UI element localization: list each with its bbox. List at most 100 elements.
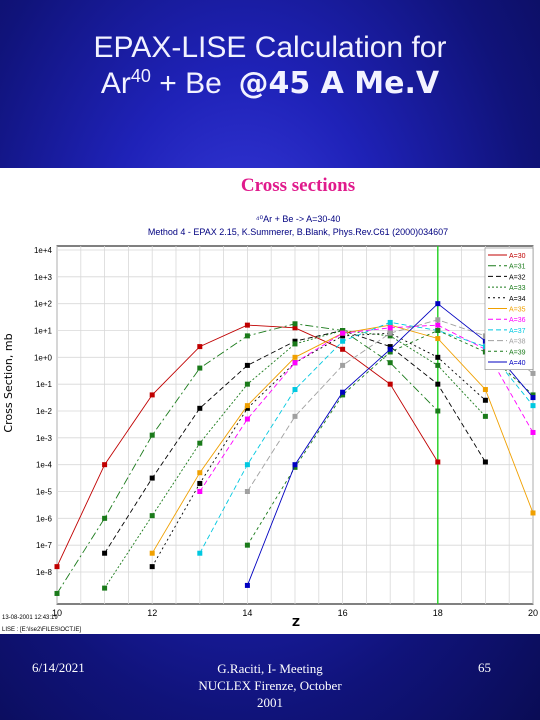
data-point: [482, 397, 488, 403]
data-point: [387, 360, 393, 366]
data-point: [292, 338, 298, 344]
data-point: [244, 405, 250, 411]
y-tick-label: 1e-7: [36, 541, 53, 550]
data-point: [292, 321, 298, 327]
data-point: [292, 341, 298, 347]
data-point: [292, 413, 298, 419]
title-line-2: Ar40 + Be @45 A Me.V: [0, 66, 540, 102]
data-point: [292, 462, 298, 468]
data-point: [244, 381, 250, 387]
data-point: [530, 392, 536, 398]
data-point: [149, 564, 155, 570]
data-point: [197, 440, 203, 446]
title-line-1: EPAX-LISE Calculation for: [93, 31, 447, 64]
data-point: [340, 389, 346, 395]
data-point: [482, 459, 488, 465]
data-point: [387, 346, 393, 352]
data-point: [244, 542, 250, 548]
data-point: [530, 403, 536, 409]
data-point: [244, 462, 250, 468]
legend-label: A=31: [509, 264, 526, 271]
x-tick-label: 18: [433, 608, 443, 618]
data-point: [292, 354, 298, 360]
data-point: [149, 513, 155, 519]
data-point: [197, 405, 203, 411]
data-point: [530, 395, 536, 401]
y-axis-label: Cross Section, mb: [2, 333, 15, 432]
data-point: [435, 328, 441, 333]
data-point: [435, 408, 441, 414]
y-tick-label: 1e-3: [36, 434, 53, 443]
footer-center-line-3: 2001: [257, 695, 283, 710]
data-point: [244, 322, 250, 328]
data-point: [292, 464, 298, 470]
x-tick-label: 10: [52, 608, 62, 618]
data-point: [387, 344, 393, 350]
y-tick-label: 1e-2: [36, 407, 53, 416]
title-rest: + Be: [150, 67, 239, 100]
data-point: [149, 550, 155, 556]
series-a-33: [102, 328, 488, 591]
x-tick-label: 16: [338, 608, 348, 618]
data-point: [435, 336, 441, 342]
legend-label: A=40: [509, 360, 526, 367]
data-point: [435, 317, 441, 323]
footer-center: G.Raciti, I- Meeting NUCLEX Firenze, Oct…: [180, 660, 360, 711]
data-point: [244, 489, 250, 494]
data-point: [197, 470, 203, 476]
y-tick-label: 1e+4: [34, 246, 53, 255]
x-tick-label: 14: [242, 608, 252, 618]
data-point: [340, 338, 346, 344]
data-point: [244, 333, 250, 339]
footer-center-line-1: G.Raciti, I- Meeting: [217, 661, 323, 676]
cross-section-chart: Cross sections ⁴⁰Ar + Be -> A=30-40 Meth…: [2, 175, 538, 633]
y-tick-label: 1e-6: [36, 514, 53, 523]
x-tick-label: 12: [147, 608, 157, 618]
data-point: [149, 392, 155, 398]
data-point: [435, 354, 441, 360]
legend: A=30 A=31 A=32 A=33 A=34 A=35 A=36 A=37 A=38 A=39…: [484, 247, 534, 370]
series-line: [199, 324, 534, 492]
data-point: [292, 360, 298, 366]
y-tick-label: 1e-4: [36, 461, 53, 470]
y-tick-label: 1e+3: [34, 273, 53, 282]
data-point: [197, 344, 203, 350]
data-point: [102, 515, 108, 521]
series-group: [54, 301, 536, 596]
data-point: [435, 322, 441, 328]
legend-label: A=37: [509, 328, 526, 335]
data-point: [244, 582, 250, 588]
data-point: [102, 462, 108, 468]
data-point: [387, 319, 393, 325]
y-tick-label: 1e+2: [34, 300, 53, 309]
data-point: [340, 328, 346, 333]
chart-subtitle-1: ⁴⁰Ar + Be -> A=30-40: [256, 214, 341, 224]
data-point: [530, 510, 536, 516]
y-tick-label: 1e+0: [34, 353, 53, 362]
data-point: [530, 370, 536, 376]
data-point: [340, 346, 346, 352]
file-path-label: LISE : [E:\Ise2\FILES\OCT.lE]: [2, 627, 81, 633]
data-point: [197, 550, 203, 556]
legend-label: A=36: [509, 317, 526, 324]
y-tick-label: 1e-5: [36, 488, 53, 497]
x-axis-label: Z: [292, 616, 300, 629]
series-a-30: [54, 322, 441, 570]
slide-title: EPAX-LISE Calculation for Ar40 + Be @45 …: [0, 30, 540, 102]
y-tick-label: 1e-1: [36, 380, 53, 389]
data-point: [244, 362, 250, 368]
data-point: [102, 585, 108, 591]
data-point: [435, 459, 441, 465]
data-point: [149, 432, 155, 438]
title-sup: 40: [130, 66, 151, 86]
chart-subtitle-2: Method 4 - EPAX 2.15, K.Summerer, B.Blan…: [148, 227, 448, 237]
data-point: [292, 387, 298, 393]
title-ar: Ar: [100, 67, 131, 100]
data-point: [340, 362, 346, 368]
title-energy: @45 A Me.V: [238, 66, 440, 101]
data-point: [387, 349, 393, 355]
data-point: [54, 590, 60, 596]
data-point: [482, 387, 488, 393]
x-tick-label: 20: [528, 608, 538, 618]
legend-label: A=39: [509, 349, 526, 356]
